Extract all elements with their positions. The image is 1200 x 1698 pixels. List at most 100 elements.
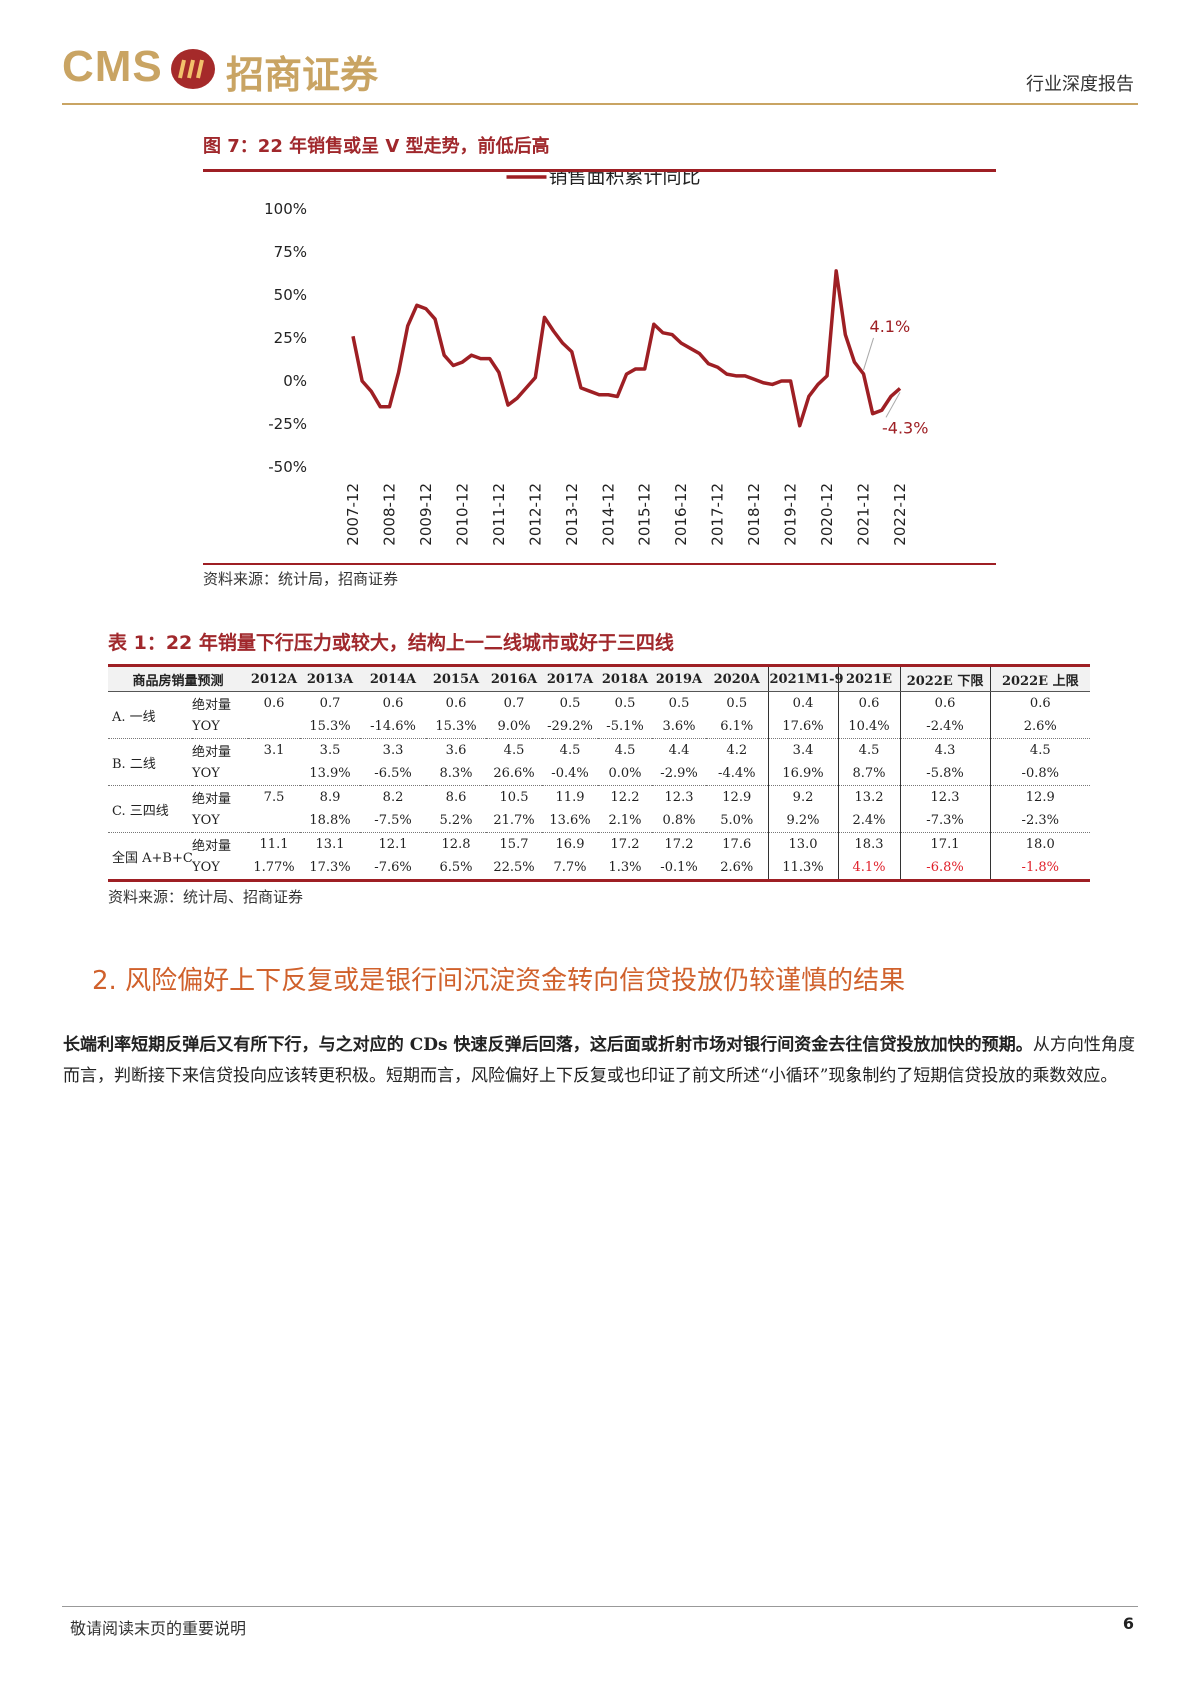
value-cell: 15.7 — [499, 837, 529, 852]
company-name: 招商证券 — [226, 52, 379, 97]
value-cell: -0.8% — [989, 762, 1091, 786]
group-cell: C. 三四线 — [108, 785, 192, 833]
table-row: YOY 13.9% -6.5% 8.3% 26.6% -0.4% 0.0% -2.9% -4.4… — [108, 762, 1091, 786]
value-cell: 26.6% — [486, 762, 543, 786]
value-cell: 2.4% — [837, 809, 901, 833]
value-cell: -0.1% — [660, 860, 698, 875]
value-cell: -2.3% — [989, 809, 1091, 833]
value-cell: 16.9 — [555, 837, 585, 852]
y-tick-label: 25% — [274, 329, 307, 347]
header-cell: 2012A — [248, 665, 301, 692]
value-cell: -29.2% — [542, 715, 599, 739]
y-tick-label: 0% — [283, 372, 307, 390]
value-cell: 0.6 — [382, 696, 404, 711]
header-cell: 2020A — [706, 665, 769, 692]
value-cell: 4.5 — [503, 743, 525, 758]
header-row: 商品房销量预测 2012A 2013A 2014A 2015A 2016A 2017A 201… — [108, 665, 1091, 692]
figure-source: 资料来源：统计局，招商证券 — [203, 570, 399, 588]
legend-label: 销售面积累计同比 — [549, 172, 701, 188]
value-cell: 17.2 — [664, 837, 694, 852]
value-cell: 0.5 — [726, 696, 748, 711]
table-row: YOY 18.8% -7.5% 5.2% 21.7% 13.6% 2.1% 0.8% 5.0% 9… — [108, 809, 1091, 833]
value-cell: 10.5 — [499, 790, 529, 805]
value-cell: 2.6% — [720, 860, 754, 875]
y-tick-label: 100% — [264, 200, 307, 218]
value-cell: 0.7 — [319, 696, 341, 711]
figure-title: 图 7：22 年销售或呈 V 型走势，前低后高 — [203, 136, 550, 157]
value-cell: 15.3% — [426, 715, 487, 739]
header-cell: 商品房销量预测 — [108, 665, 249, 692]
group-cell: 全国 A+B+C — [112, 850, 193, 866]
value-cell: 17.2 — [610, 837, 640, 852]
value-cell: 0.6 — [837, 691, 901, 715]
value-cell: 8.2 — [382, 790, 404, 805]
header-cell: 2015A — [426, 665, 487, 692]
value-cell: 0.6 — [263, 696, 285, 711]
value-cell: 4.5 — [837, 738, 901, 762]
x-tick-label: 2010-12 — [453, 483, 471, 546]
y-tick-label: -50% — [268, 458, 307, 476]
value-cell: 0.6 — [899, 691, 991, 715]
value-cell: 17.1 — [899, 832, 991, 856]
value-cell: 9.0% — [486, 715, 543, 739]
value-cell: 12.2 — [610, 790, 640, 805]
value-cell: 4.5 — [989, 738, 1091, 762]
header-cell: 2022E 上限 — [989, 665, 1091, 692]
value-cell: -6.5% — [360, 762, 427, 786]
paragraph-emphasis: 长端利率短期反弹后又有所下行，与之对应的 CDs 快速反弹后回落，这后面或折射市… — [63, 1035, 1033, 1055]
x-tick-label: 2020-12 — [818, 483, 836, 546]
value-cell: 9.2% — [767, 809, 839, 833]
data-table: 商品房销量预测 2012A 2013A 2014A 2015A 2016A 2017A 201… — [108, 664, 1091, 882]
value-cell: 4.1% — [837, 856, 901, 881]
value-cell: 13.6% — [542, 809, 599, 833]
value-cell: 6.1% — [706, 715, 769, 739]
value-cell: 1.77% — [253, 860, 295, 875]
value-cell: 16.9% — [767, 762, 839, 786]
x-tick-label: 2008-12 — [380, 483, 398, 546]
paragraph: 长端利率短期反弹后又有所下行，与之对应的 CDs 快速反弹后回落，这后面或折射市… — [63, 1030, 1135, 1092]
header-cell: 2021E — [837, 665, 901, 692]
value-cell: 18.3 — [837, 832, 901, 856]
series-line — [351, 269, 902, 428]
x-tick-label: 2015-12 — [636, 483, 654, 546]
value-cell: 4.4 — [668, 743, 690, 758]
x-tick-label: 2022-12 — [891, 483, 909, 546]
value-cell: 4.2 — [726, 743, 748, 758]
value-cell: 4.5 — [559, 743, 581, 758]
value-cell — [248, 762, 301, 786]
value-cell: 5.0% — [706, 809, 769, 833]
value-cell: -14.6% — [360, 715, 427, 739]
value-cell: 11.9 — [555, 790, 585, 805]
value-cell: 8.9 — [319, 790, 341, 805]
header-cell: 2018A — [598, 665, 653, 692]
figure-bottom-rule — [203, 563, 996, 565]
value-cell: 0.6 — [989, 691, 1091, 715]
value-cell: 3.4 — [767, 738, 839, 762]
value-cell: 4.5 — [614, 743, 636, 758]
value-cell: 12.9 — [722, 790, 752, 805]
value-cell: 0.7 — [503, 696, 525, 711]
value-cell: 3.6% — [652, 715, 707, 739]
header-cell: 2014A — [360, 665, 427, 692]
value-cell: 3.5 — [319, 743, 341, 758]
value-cell: -5.1% — [598, 715, 653, 739]
value-cell: 7.5 — [263, 790, 285, 805]
value-cell: 0.8% — [652, 809, 707, 833]
value-cell: 8.3% — [426, 762, 487, 786]
emblem-strokes — [178, 59, 204, 79]
table-row: B. 二线 绝对量 3.1 3.5 3.3 3.6 4.5 4.5 4.5 4.4 4.2 3.4 4.… — [108, 738, 1091, 786]
x-tick-label: 2009-12 — [417, 483, 435, 546]
metric-cell: YOY — [192, 809, 249, 833]
value-cell: 3.6 — [445, 743, 467, 758]
group-cell: A. 一线 — [108, 691, 192, 739]
header-rule — [62, 103, 1138, 105]
value-cell — [248, 715, 301, 739]
table-row: YOY 15.3% -14.6% 15.3% 9.0% -29.2% -5.1% 3.6% 6.… — [108, 715, 1091, 739]
metric-cell: YOY — [192, 762, 249, 786]
value-cell: 13.1 — [315, 837, 345, 852]
value-cell: 6.5% — [439, 860, 473, 875]
group-cell: B. 二线 — [108, 738, 192, 786]
value-cell: 5.2% — [426, 809, 487, 833]
value-cell: 12.3 — [664, 790, 694, 805]
x-tick-label: 2016-12 — [672, 483, 690, 546]
